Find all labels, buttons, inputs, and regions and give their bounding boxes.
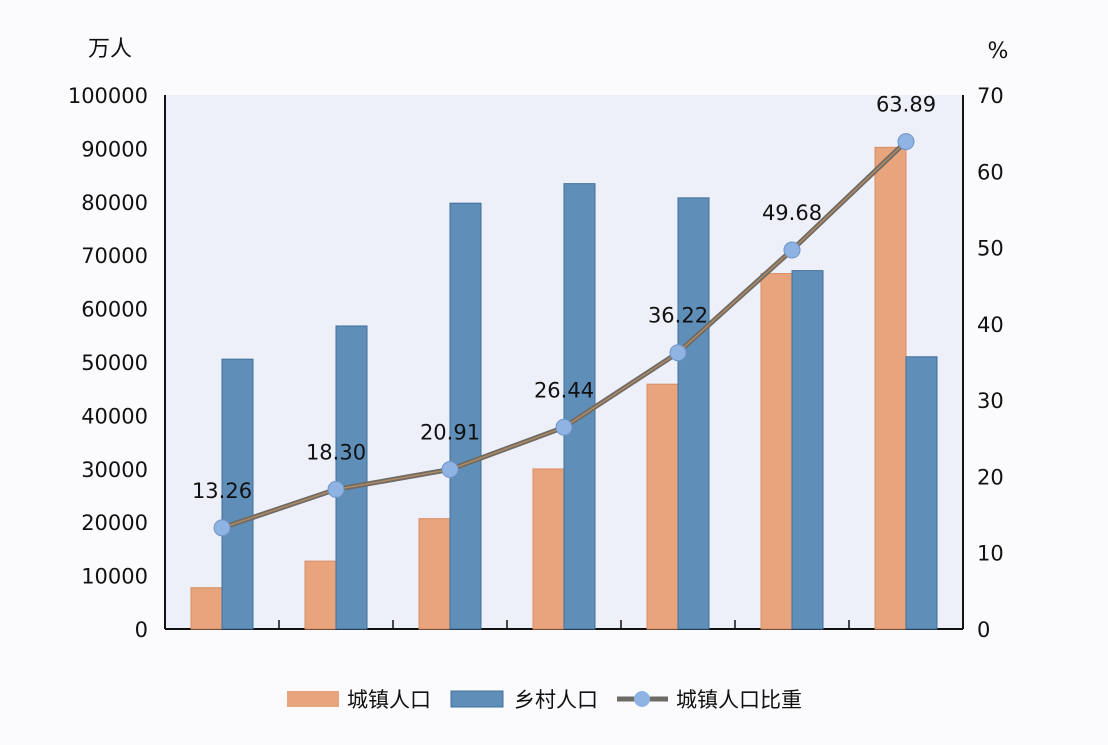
y2-axis-unit: % xyxy=(988,39,1009,64)
y-tick-label: 10000 xyxy=(81,565,148,589)
urban-bar xyxy=(760,273,793,630)
ratio-data-label: 36.22 xyxy=(648,304,708,328)
legend-swatch-ratio-marker xyxy=(634,691,650,707)
legend-swatch-rural xyxy=(450,690,504,708)
rural-bar xyxy=(449,202,482,630)
legend-swatch-urban xyxy=(287,691,339,707)
y-tick-label: 90000 xyxy=(81,137,148,161)
legend-label-rural: 乡村人口 xyxy=(514,688,598,712)
ratio-data-label: 18.30 xyxy=(306,440,366,464)
y-tick-label: 100000 xyxy=(68,84,148,108)
ratio-data-label: 13.26 xyxy=(192,479,252,503)
y2-tick-label: 0 xyxy=(977,618,990,642)
y-tick-label: 20000 xyxy=(81,511,148,535)
rural-bar xyxy=(905,356,938,630)
y-tick-label: 50000 xyxy=(81,351,148,375)
y2-tick-label: 30 xyxy=(977,389,1004,413)
ratio-marker xyxy=(897,133,915,151)
urban-bar xyxy=(418,518,451,630)
y2-tick-label: 60 xyxy=(977,160,1004,184)
y-tick-label: 0 xyxy=(135,618,148,642)
rural-bar xyxy=(563,183,596,630)
rural-bar xyxy=(791,270,824,630)
rural-bar xyxy=(335,325,368,630)
urban-bar xyxy=(646,383,679,630)
ratio-marker xyxy=(555,418,573,436)
y2-tick-label: 50 xyxy=(977,237,1004,261)
ratio-marker xyxy=(327,480,345,498)
urban-bar xyxy=(190,587,223,630)
y2-tick-label: 70 xyxy=(977,84,1004,108)
rural-bar xyxy=(221,358,254,630)
rural-bar xyxy=(677,197,710,630)
urban-bar xyxy=(874,146,907,630)
y-axis-unit: 万人 xyxy=(88,37,132,62)
urban-bar xyxy=(304,560,337,630)
ratio-marker xyxy=(441,460,459,478)
y-tick-label: 70000 xyxy=(81,244,148,268)
y2-tick-label: 20 xyxy=(977,465,1004,489)
legend-label-ratio: 城镇人口比重 xyxy=(676,688,802,712)
ratio-data-label: 63.89 xyxy=(876,93,936,117)
ratio-data-label: 26.44 xyxy=(534,378,594,402)
y2-tick-label: 10 xyxy=(977,542,1004,566)
y-tick-label: 30000 xyxy=(81,458,148,482)
ratio-data-label: 49.68 xyxy=(762,201,822,225)
y-tick-label: 80000 xyxy=(81,191,148,215)
ratio-data-label: 20.91 xyxy=(420,420,480,444)
ratio-marker xyxy=(669,344,687,362)
y-tick-label: 40000 xyxy=(81,404,148,428)
legend-label-urban: 城镇人口 xyxy=(347,688,431,712)
y2-tick-label: 40 xyxy=(977,313,1004,337)
y-tick-label: 60000 xyxy=(81,298,148,322)
urban-bar xyxy=(532,468,565,630)
ratio-marker xyxy=(213,519,231,537)
ratio-marker xyxy=(783,241,801,259)
